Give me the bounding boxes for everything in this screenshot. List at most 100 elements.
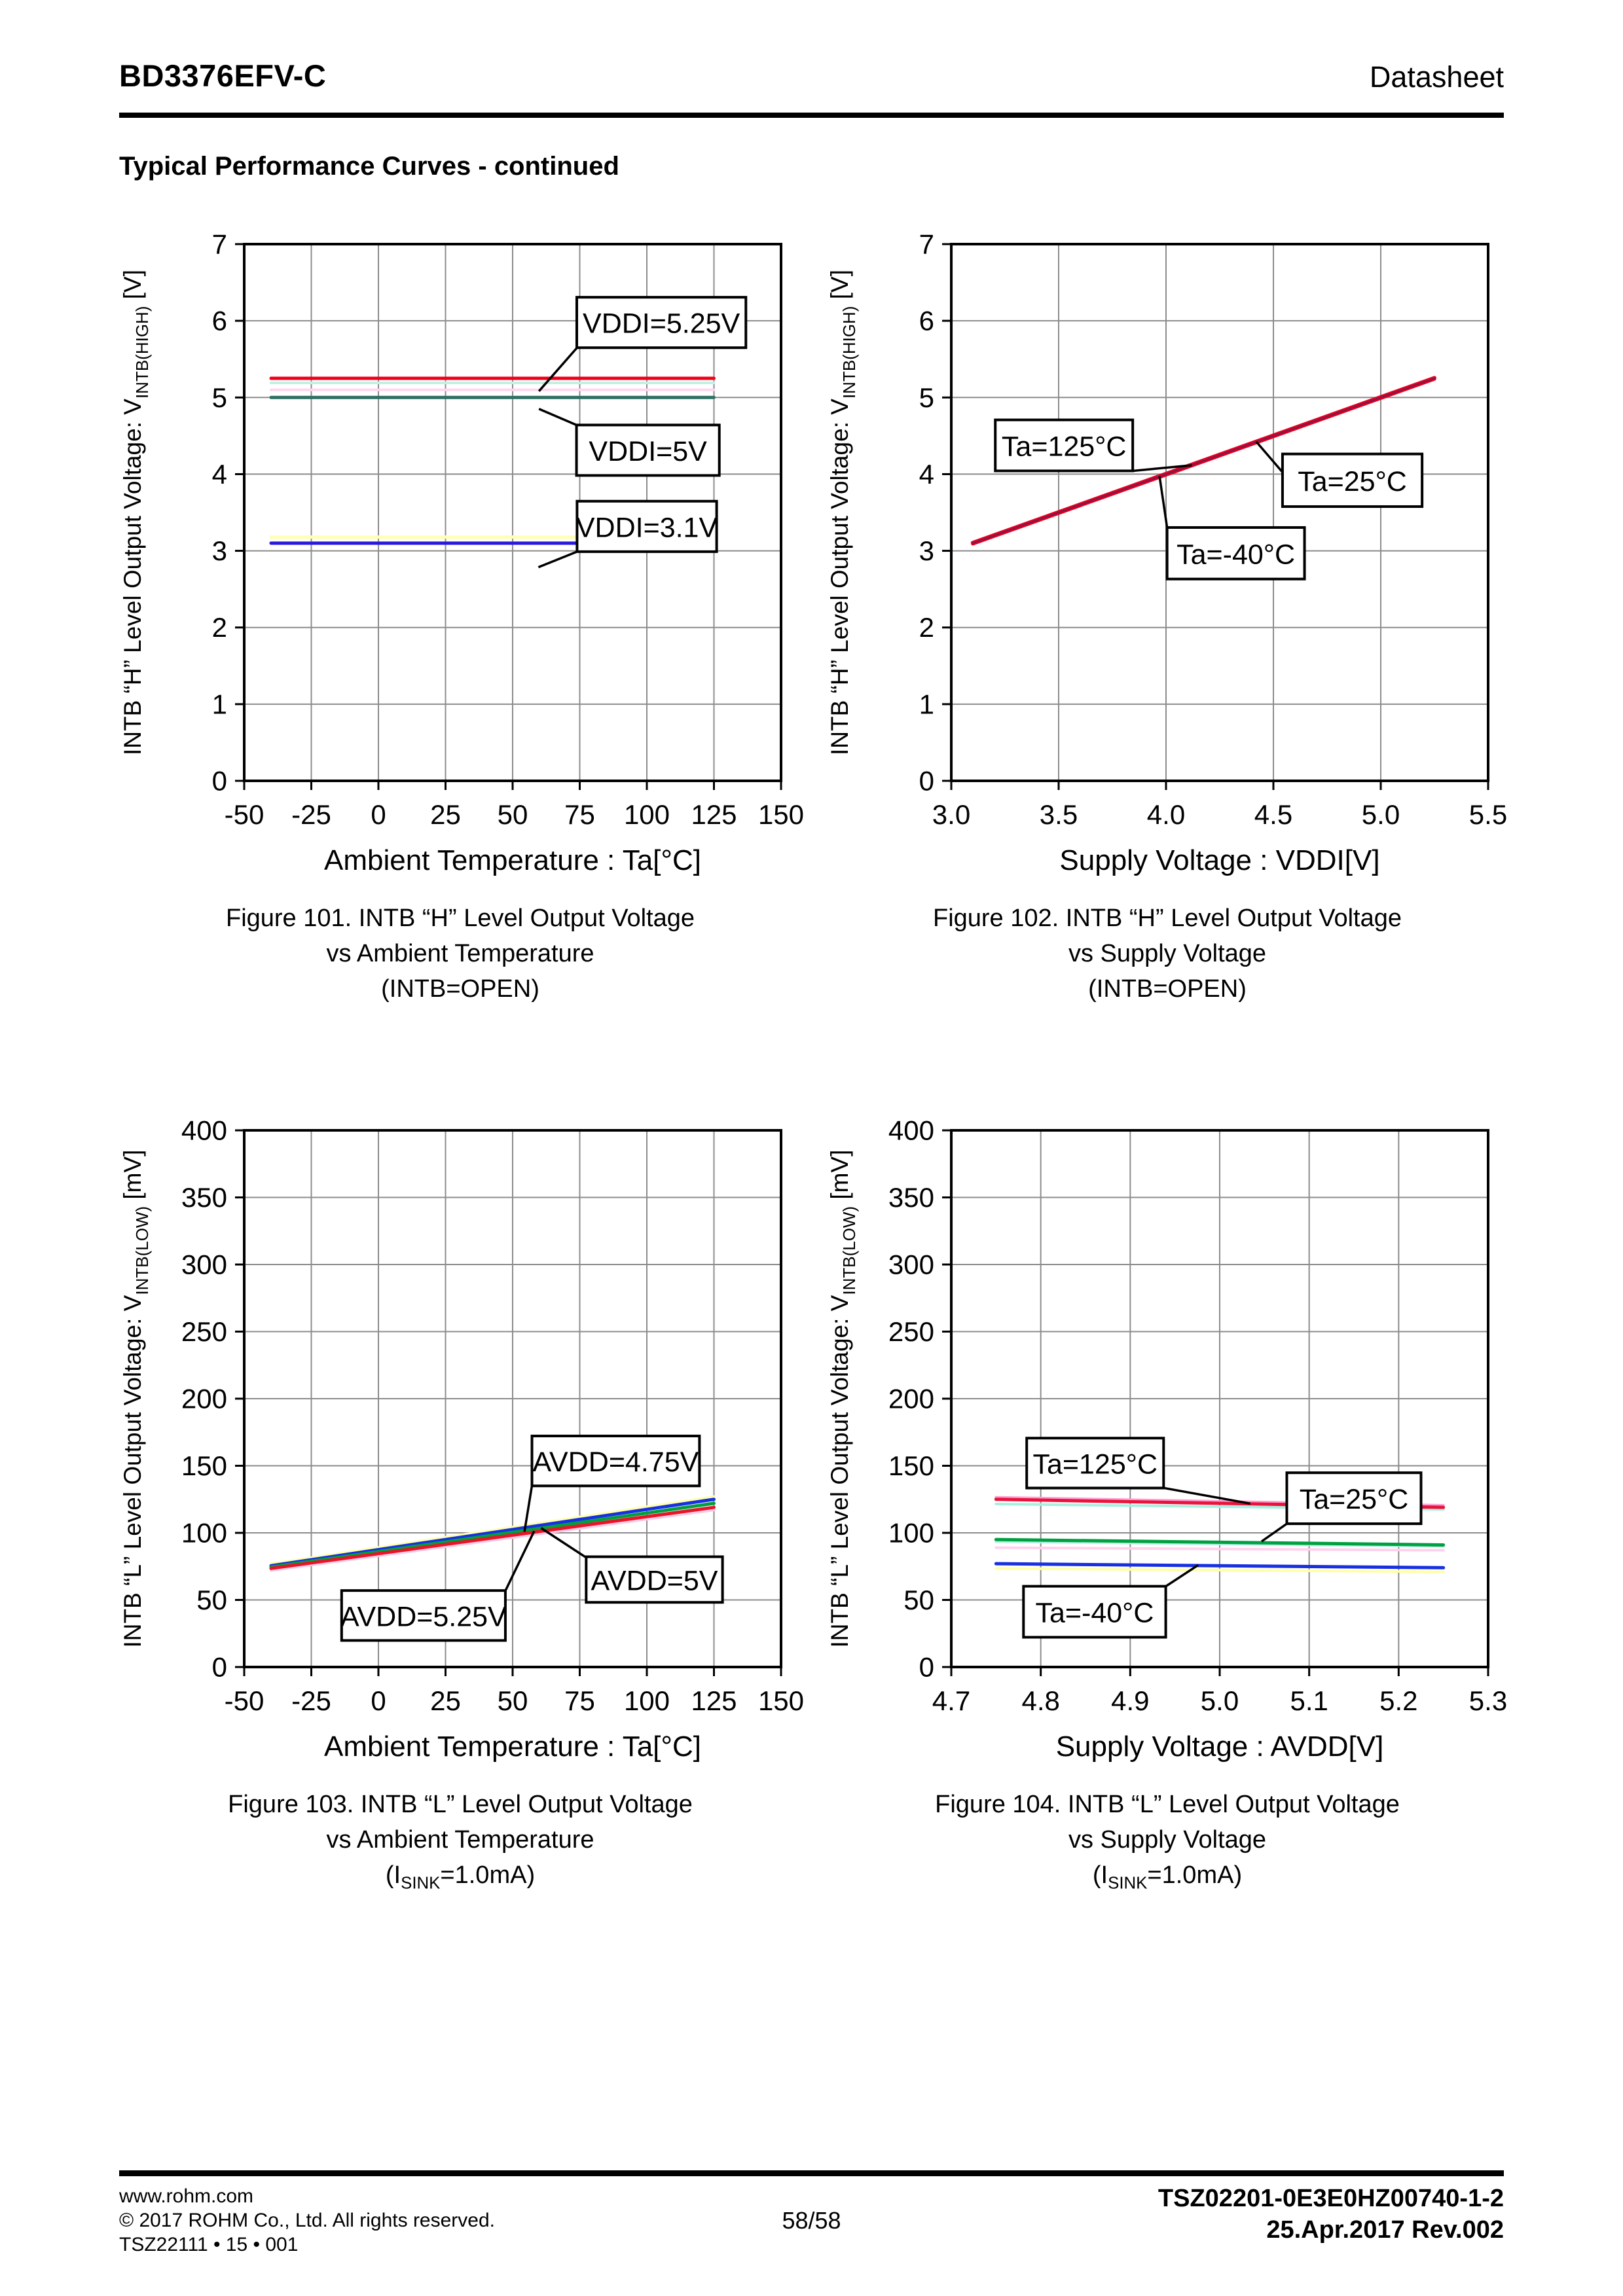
figure-101-chart: -50 -25 0 25 50 75 100 125 150 0 1 2 3 4 5 6 7 VDDI=5.25V… [107, 218, 814, 892]
annotation-box [340, 1589, 507, 1642]
y-tick-label: 50 [903, 1585, 934, 1615]
y-tick-label: 6 [919, 306, 934, 336]
annotation-leader [538, 408, 577, 426]
y-tick-label: 0 [212, 1652, 227, 1683]
footer-right-block: TSZ02201-0E3E0HZ00740-1-2 25.Apr.2017 Re… [1158, 2183, 1504, 2246]
caption-line: (ISINK=1.0mA) [1092, 1861, 1243, 1893]
annotation-leader [1255, 440, 1284, 473]
x-tick-label: -50 [225, 799, 264, 830]
y-tick-label: 300 [888, 1249, 934, 1280]
caption-line: vs Supply Voltage [1068, 939, 1267, 967]
series-overlap-trace-pink-mid [994, 1546, 1445, 1552]
x-tick-label: 100 [624, 799, 670, 830]
annotation-leader [1165, 1564, 1199, 1588]
annotation-label: Ta=25°C [1300, 1484, 1409, 1515]
y-tick-label: 7 [212, 229, 227, 260]
figure-102-caption: Figure 102. INTB “H” Level Output Voltag… [814, 901, 1521, 1007]
annotation-VDDI=5V: VDDI=5V [538, 408, 721, 477]
x-tick-label: 4.7 [932, 1685, 970, 1716]
figure-103-caption: Figure 103. INTB “L” Level Output Voltag… [107, 1787, 814, 1895]
series-AVDD=5V [269, 1501, 716, 1569]
series-AVDD=5.25V [269, 1505, 716, 1570]
caption-line: (INTB=OPEN) [1088, 975, 1247, 1003]
part-number: BD3376EFV-C [119, 58, 327, 93]
annotation-label: Ta=-40°C [1035, 1598, 1154, 1629]
y-tick-label: 0 [919, 1652, 934, 1683]
annotation-Ta=125°C: Ta=125°C [994, 418, 1192, 473]
annotation-box [585, 1555, 724, 1604]
x-tick-label: 5.0 [1362, 799, 1400, 830]
annotation-label: Ta=125°C [1002, 431, 1127, 463]
series-overlap-trace-pink [270, 1509, 716, 1572]
y-tick-label: 250 [888, 1316, 934, 1347]
y-axis-title: INTB “H” Level Output Voltage: VINTB(HIG… [119, 270, 152, 755]
y-tick-label: 4 [212, 459, 227, 490]
series-group [994, 1496, 1446, 1573]
y-tick-label: 200 [888, 1384, 934, 1414]
page-number: 58/58 [782, 2207, 841, 2234]
x-tick-label: 5.2 [1379, 1685, 1417, 1716]
series-group [970, 376, 1436, 546]
y-tick-label: 150 [181, 1450, 227, 1481]
annotation-Ta=25°C: Ta=25°C [1255, 440, 1424, 508]
caption-line: (ISINK=1.0mA) [385, 1861, 536, 1893]
y-tick-label: 4 [919, 459, 934, 490]
y-tick-label: 350 [888, 1182, 934, 1213]
caption-line: vs Ambient Temperature [326, 939, 594, 967]
x-tick-label: 75 [564, 799, 595, 830]
figure-104-block: 4.7 4.8 4.9 5.0 5.1 5.2 5.3 0 50 100 150 200 250 300 3… [814, 1104, 1521, 1895]
annotation-VDDI=5.25V: VDDI=5.25V [538, 296, 748, 392]
figure-101-svg: -50 -25 0 25 50 75 100 125 150 0 1 2 3 4 5 6 7 VDDI=5.25V… [119, 229, 804, 877]
figure-103-svg: -50 -25 0 25 50 75 100 125 150 0 50 100 150 200 250 300… [119, 1115, 804, 1763]
caption-line: Figure 104. INTB “L” Level Output Voltag… [935, 1791, 1400, 1818]
y-tick-label: 100 [181, 1518, 227, 1549]
annotation-leader [1132, 464, 1192, 473]
caption-line: Figure 103. INTB “L” Level Output Voltag… [228, 1791, 693, 1818]
annotation-box [1165, 526, 1306, 581]
annotation-label: AVDD=5V [591, 1565, 718, 1596]
y-tick-label: 150 [888, 1450, 934, 1481]
figure-102-block: 3.0 3.5 4.0 4.5 5.0 5.5 0 1 2 3 4 5 6 7 Ta=125°C Ta=25°… [814, 218, 1521, 1007]
axis-ticks: 3.0 3.5 4.0 4.5 5.0 5.5 0 1 2 3 4 5 6 7 [919, 229, 1508, 831]
annotation-Ta=125°C: Ta=125°C [1025, 1437, 1251, 1505]
series-group [269, 376, 716, 545]
y-axis-title: INTB “L” Level Output Voltage: VINTB(LOW… [119, 1150, 152, 1648]
x-axis-title: Supply Voltage : AVDD[V] [1056, 1731, 1384, 1763]
annotation-label: AVDD=5.25V [340, 1601, 507, 1632]
annotation-box [530, 1434, 701, 1488]
x-tick-label: 0 [371, 799, 386, 830]
plot-border [950, 243, 1489, 782]
annotation-leader [1260, 1522, 1288, 1543]
y-tick-label: 50 [196, 1585, 227, 1615]
annotation-label: Ta=25°C [1298, 466, 1407, 497]
x-tick-label: 5.1 [1290, 1685, 1328, 1716]
y-tick-label: 5 [919, 382, 934, 413]
annotation-leader [538, 347, 578, 392]
x-tick-label: 3.0 [932, 799, 970, 830]
annotation-leader [538, 550, 578, 569]
x-tick-label: 3.5 [1040, 799, 1078, 830]
y-tick-label: 3 [919, 535, 934, 566]
y-tick-label: 400 [888, 1115, 934, 1146]
y-tick-label: 7 [919, 229, 934, 260]
annotation-AVDD=5V: AVDD=5V [540, 1527, 724, 1604]
caption-line: Figure 101. INTB “H” Level Output Voltag… [225, 905, 695, 932]
annotation-box [1281, 452, 1424, 508]
footer-revision: 25.Apr.2017 Rev.002 [1266, 2215, 1504, 2244]
footer-left-block: www.rohm.com © 2017 ROHM Co., Ltd. All r… [119, 2185, 495, 2257]
annotation-AVDD=4.75V: AVDD=4.75V [523, 1434, 701, 1532]
x-tick-label: 150 [758, 799, 804, 830]
y-tick-label: 2 [919, 612, 934, 643]
annotation-Ta=-40°C: Ta=-40°C [1022, 1564, 1199, 1639]
annotation-box [1285, 1471, 1423, 1526]
y-tick-label: 2 [212, 612, 227, 643]
footer-doc-code: TSZ22111 • 15 • 001 [119, 2233, 299, 2255]
y-tick-label: 350 [181, 1182, 227, 1213]
x-tick-label: 4.0 [1147, 799, 1185, 830]
annotation-box [575, 499, 718, 553]
annotation-label: Ta=-40°C [1176, 539, 1295, 570]
figure-102-svg: 3.0 3.5 4.0 4.5 5.0 5.5 0 1 2 3 4 5 6 7 Ta=125°C Ta=25°… [826, 229, 1508, 877]
x-axis-title: Supply Voltage : VDDI[V] [1059, 844, 1379, 876]
section-title: Typical Performance Curves - continued [119, 152, 619, 181]
x-tick-label: 50 [498, 1685, 528, 1716]
